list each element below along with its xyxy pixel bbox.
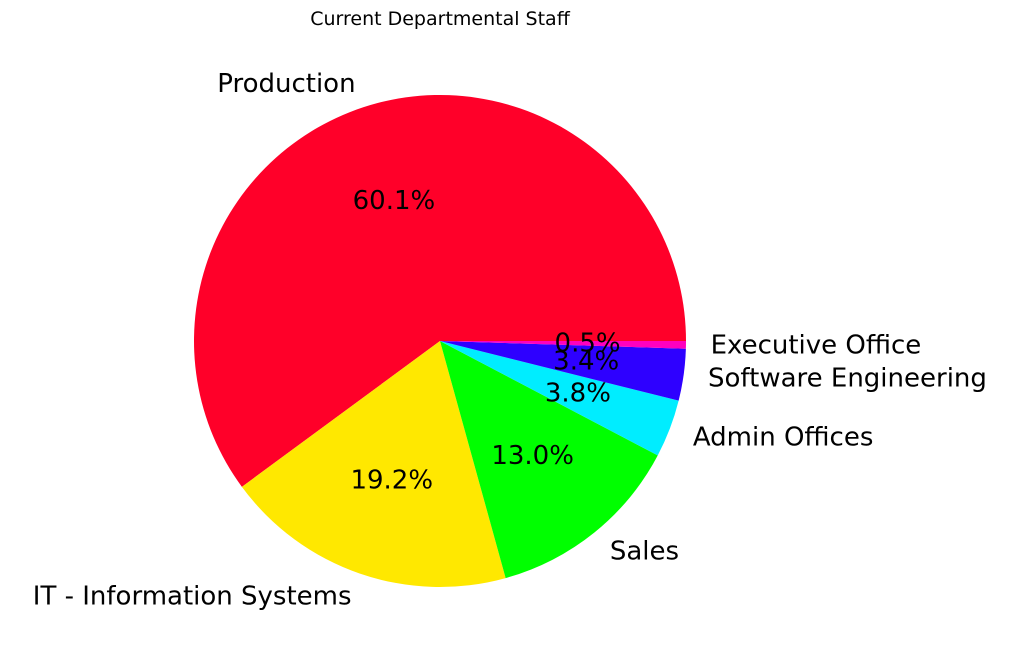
slice-label-production: Production [217,69,355,99]
slice-label-sales: Sales [610,537,679,567]
pie-slice-production [193,94,687,487]
pie-slice-sales [440,341,658,579]
labels-layer: Production 60.1% IT - Information Systems 1… [33,69,987,612]
slice-pct-sales: 13.0% [491,441,574,471]
chart-title: Current Departmental Staff [310,8,570,30]
slice-label-executive-office: Executive Office [711,330,922,360]
slice-label-software-engineering: Software Engineering [708,363,987,393]
slice-label-it-information-systems: IT - Information Systems [33,582,352,612]
slices-layer [193,94,687,587]
pie-slice-it-information-systems [241,341,506,587]
pie-slice-executive-office [440,341,686,349]
slice-pct-executive-office: 0.5% [555,328,621,358]
slice-pct-production: 60.1% [353,186,436,216]
slice-pct-software-engineering: 3.4% [553,346,619,376]
slice-pct-admin-offices: 3.8% [545,379,611,409]
slice-label-admin-offices: Admin Offices [693,422,874,452]
slice-pct-it-information-systems: 19.2% [350,465,433,495]
pie-slice-admin-offices [440,341,679,456]
pie-slice-software-engineering [440,341,686,401]
